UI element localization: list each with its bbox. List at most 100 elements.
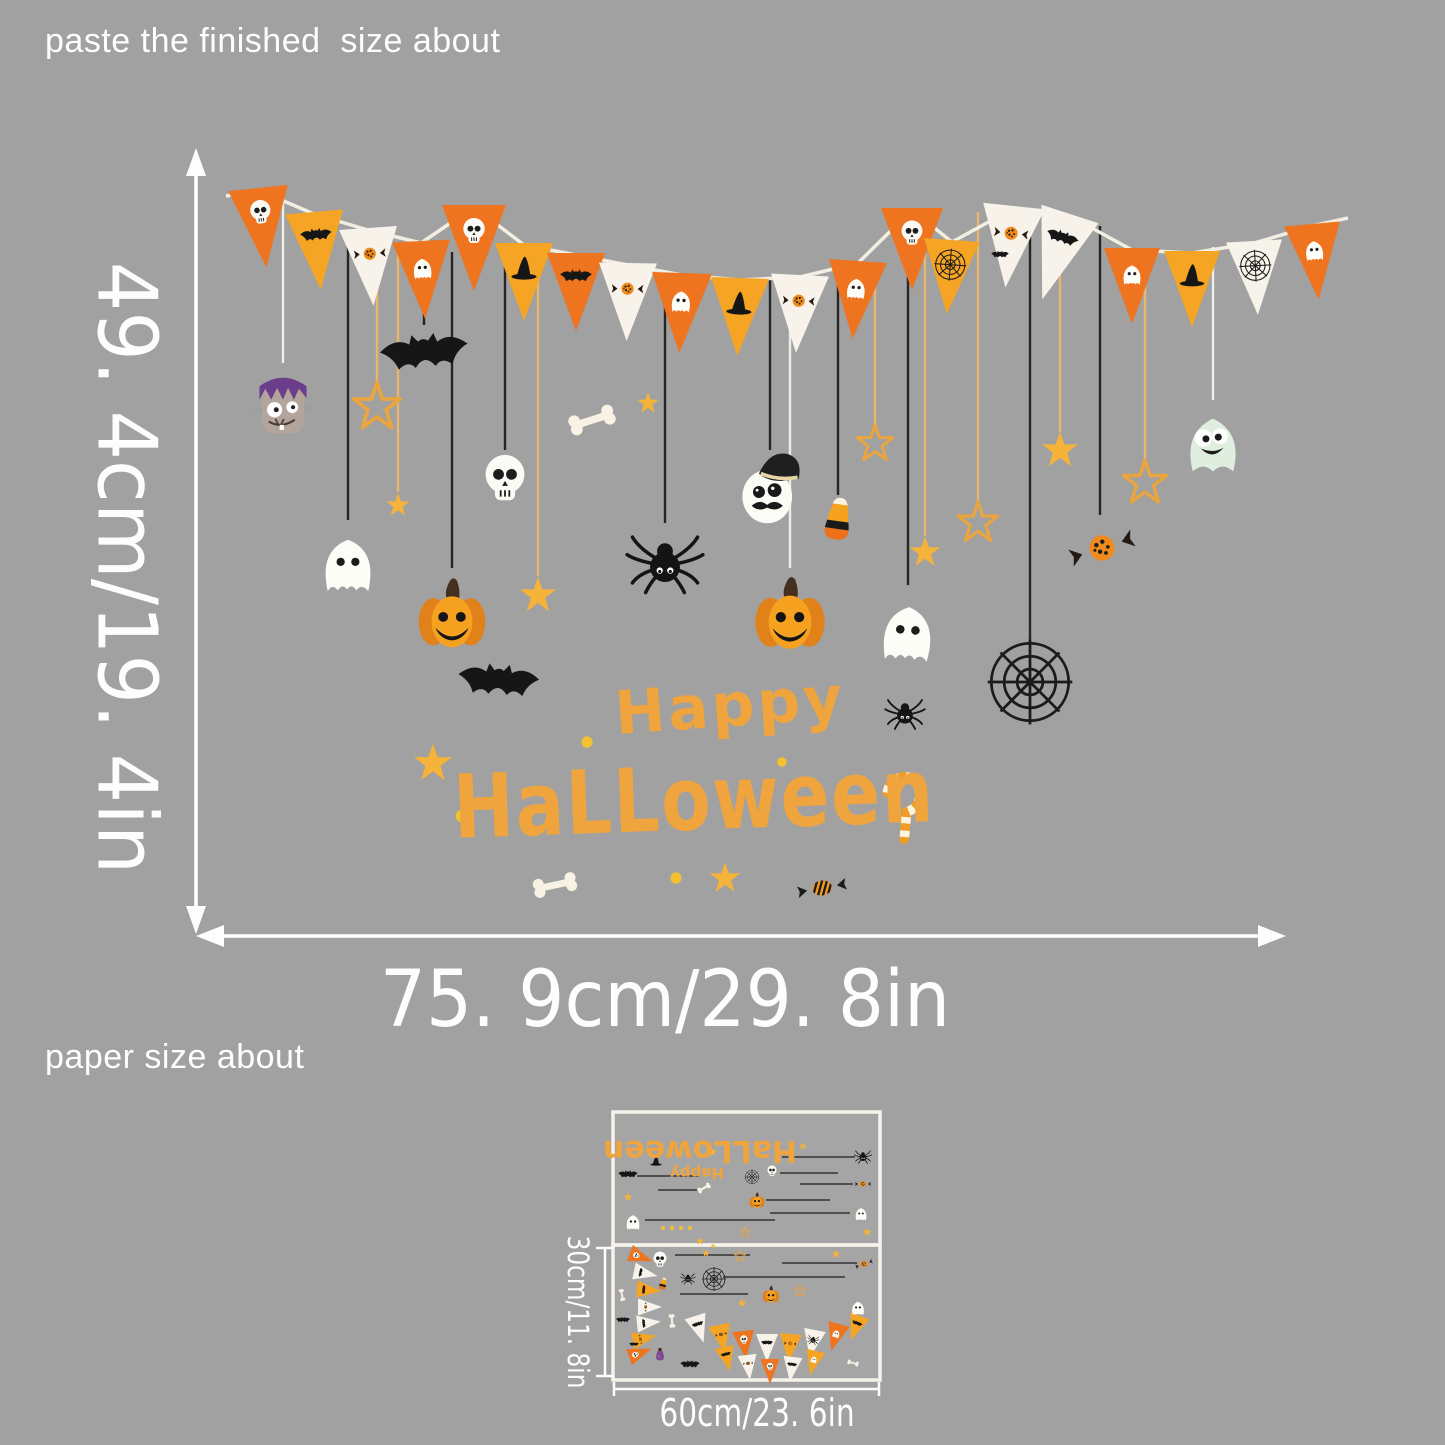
ornament-pumpkin [755,577,825,649]
pennant-flag-candy-dots [983,202,1045,288]
pennant-flag-ghost [1284,221,1340,300]
dot-icon [679,1226,683,1230]
ornament-skull [484,454,526,502]
sheet-height-label: 30cm/11. 8in [561,1235,595,1389]
sheet-width-measure [612,1382,881,1396]
pennant-flag-bat [850,1312,870,1341]
pennant-flag-candy-dots [599,262,657,341]
ornament-dot [670,872,682,884]
pennant-flag-witch-hat [495,243,553,321]
star-icon [637,391,659,413]
spider-icon [884,699,926,730]
ornament-bone [531,871,579,899]
ornament-dot [581,736,593,748]
ornament-candy-stripe [796,873,848,904]
ornament-candy-dots [1067,525,1137,571]
pennant-flag-bat [547,253,605,331]
skull-icon [484,454,526,502]
bone-icon [531,871,579,899]
ornament-star [386,493,410,516]
pennant-flag-skull [228,184,288,268]
width-arrow [196,925,1286,947]
dot-icon [670,1226,674,1230]
pennant-flag-witch-hat [1164,251,1220,327]
sheet-happy-text: Happy [670,1164,724,1182]
ornament-dot [711,1244,715,1248]
pennant-flag-candy-dots [771,273,829,353]
finished-size-note: paste the finished size about [45,22,501,60]
star-icon [414,743,452,781]
ornament-pumpkin [418,578,486,648]
pennant-flag-ghost [392,239,450,319]
ghost-green-icon [1190,418,1236,472]
pennant-flag-bat [756,1334,778,1362]
ornament-spider [884,699,926,730]
ornament-star [414,743,452,781]
ornament-frankenstein [253,376,313,435]
ornament-ghost-green [1190,418,1236,472]
hanging-strings-layer [281,200,1215,640]
star-icon [386,493,410,516]
pennant-flag-ghost [1104,248,1160,324]
ornament-spider [625,535,705,595]
dot-icon [661,1226,665,1230]
ornament-dot [670,1226,674,1230]
ghost-icon [325,539,371,592]
ornament-star [1042,431,1078,467]
pennant-flag-candy-dots [780,1333,802,1362]
pennant-flag-witch-hat [711,276,769,356]
ornament-dot [688,1226,692,1230]
sheet-halloween-text: HaLLoween [603,1133,797,1168]
banner-string [225,188,1349,282]
frankenstein-icon [253,376,313,435]
pennant-flag-skull [732,1329,754,1359]
candy-stripe-icon [796,873,848,904]
pennant-flag-bat [636,1315,661,1333]
ornament-star-outline [1121,458,1169,504]
star-outline-icon [855,423,895,462]
halloween-text: HaLLoween [451,739,937,859]
star-icon [909,536,941,566]
ornament-bat [457,661,541,698]
pennant-flag-skull [627,1245,653,1262]
bat-icon [378,329,470,372]
bone-icon [566,403,618,437]
candy-dots-icon [1067,525,1137,571]
pennant-flag-web [1226,239,1282,315]
pennant-flag-web [924,238,980,314]
ornament-ghost [882,605,933,662]
height-arrow [186,148,206,934]
spider-icon [625,535,705,595]
ornament-dot [661,1226,665,1230]
banner-flags-layer [228,184,1340,356]
star-outline-icon [956,500,1000,543]
ornament-ghost [325,539,371,592]
ornament-star [909,536,941,566]
web-icon [986,638,1074,726]
pennant-flag-candy-dots [339,225,397,306]
star-icon [1042,431,1078,467]
ornament-bat [378,329,470,372]
paper-size-note: paper size about [45,1038,305,1076]
ornament-star [520,576,556,612]
ornament-bone [566,403,618,437]
pennant-flag-bat [636,1280,661,1298]
ornament-star-outline [956,500,1000,543]
finished-height-label: 49. 4cm/19. 4in [78,261,174,875]
pennant-flag-ghost [652,271,712,353]
pumpkin-icon [418,578,486,648]
dot-icon [581,736,593,748]
pennant-flag-candy-stripe [638,1298,662,1316]
pennant-flag-candy-stripe [737,1353,757,1380]
pennant-flag-bat [1041,204,1099,300]
dot-icon [711,1244,715,1248]
pumpkin-icon [755,577,825,649]
ornament-star-outline [351,380,403,430]
finished-width-label: 75. 9cm/29. 8in [379,955,951,1045]
ornament-dot [679,1226,683,1230]
ornament-star [637,391,659,413]
bat-icon [457,661,541,698]
